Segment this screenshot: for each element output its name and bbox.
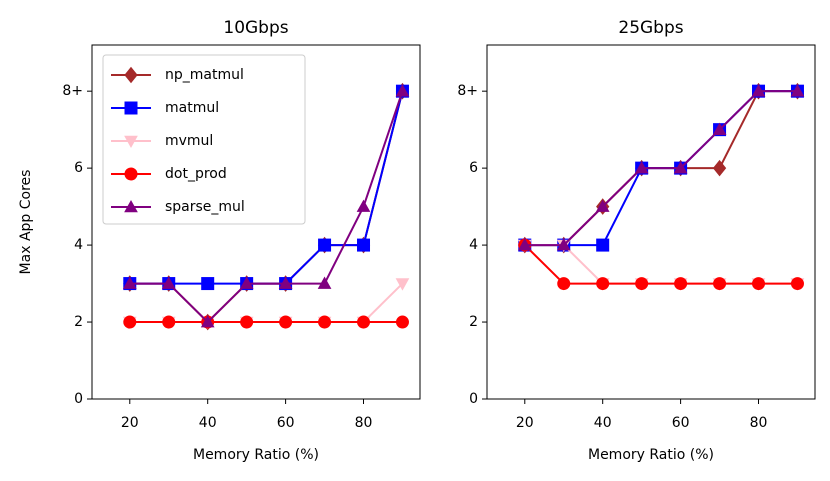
series-line (524, 90, 798, 247)
y-axis-label: Max App Cores (18, 170, 34, 275)
marker (790, 84, 805, 97)
marker (712, 122, 727, 135)
y-tick-label: 6 (74, 160, 83, 176)
legend-marker (124, 199, 138, 213)
marker (596, 277, 610, 291)
panel-title: 25Gbps (618, 18, 683, 38)
y-tick-label: 6 (469, 160, 478, 176)
marker (357, 238, 371, 252)
marker (318, 238, 332, 252)
x-tick-label: 20 (516, 415, 534, 431)
marker (279, 315, 293, 329)
y-tick-label: 0 (74, 391, 83, 407)
legend-label: mvmul (165, 133, 213, 149)
y-tick-label: 2 (74, 314, 83, 330)
marker (200, 315, 215, 328)
marker (239, 276, 254, 289)
marker (674, 277, 688, 291)
marker (751, 84, 766, 97)
legend-box (102, 54, 306, 225)
x-tick-label: 40 (199, 415, 217, 431)
marker (356, 199, 371, 212)
legend-marker (124, 167, 138, 181)
x-tick-label: 60 (672, 415, 690, 431)
axes-frame (486, 44, 816, 400)
x-tick-label: 60 (277, 415, 295, 431)
marker (596, 238, 610, 252)
marker (595, 199, 610, 212)
x-axis-label: Memory Ratio (%) (588, 447, 714, 463)
y-tick-label: 4 (469, 237, 478, 253)
marker (395, 315, 409, 329)
marker (395, 84, 410, 97)
marker (123, 315, 137, 329)
marker (673, 161, 688, 174)
legend-label: matmul (165, 100, 219, 116)
y-tick-label: 8+ (457, 83, 478, 99)
marker (278, 276, 293, 289)
marker (240, 315, 254, 329)
marker (201, 277, 215, 291)
legend-label: sparse_mul (165, 199, 245, 215)
legend-marker (124, 101, 138, 115)
marker (162, 315, 176, 329)
legend-label: dot_prod (165, 166, 227, 182)
x-tick-label: 20 (121, 415, 139, 431)
x-tick-label: 80 (355, 415, 373, 431)
marker (122, 276, 137, 289)
panel-title: 10Gbps (223, 18, 288, 38)
legend-marker (124, 135, 138, 149)
marker (634, 161, 649, 174)
marker (556, 238, 571, 251)
marker (790, 277, 804, 291)
marker (357, 315, 371, 329)
marker (517, 238, 532, 251)
x-tick-label: 80 (750, 415, 768, 431)
marker (557, 277, 571, 291)
y-tick-label: 0 (469, 391, 478, 407)
y-tick-label: 8+ (62, 83, 83, 99)
marker (395, 278, 410, 291)
x-axis-label: Memory Ratio (%) (193, 447, 319, 463)
marker (752, 277, 766, 291)
axes-frame (91, 44, 421, 400)
marker (635, 277, 649, 291)
marker (712, 159, 727, 177)
marker (317, 276, 332, 289)
marker (318, 315, 332, 329)
x-tick-label: 40 (594, 415, 612, 431)
legend-marker (124, 66, 138, 84)
y-tick-label: 4 (74, 237, 83, 253)
marker (161, 276, 176, 289)
legend-label: np_matmul (165, 67, 244, 83)
series-line (129, 90, 404, 324)
y-tick-label: 2 (469, 314, 478, 330)
marker (713, 277, 727, 291)
